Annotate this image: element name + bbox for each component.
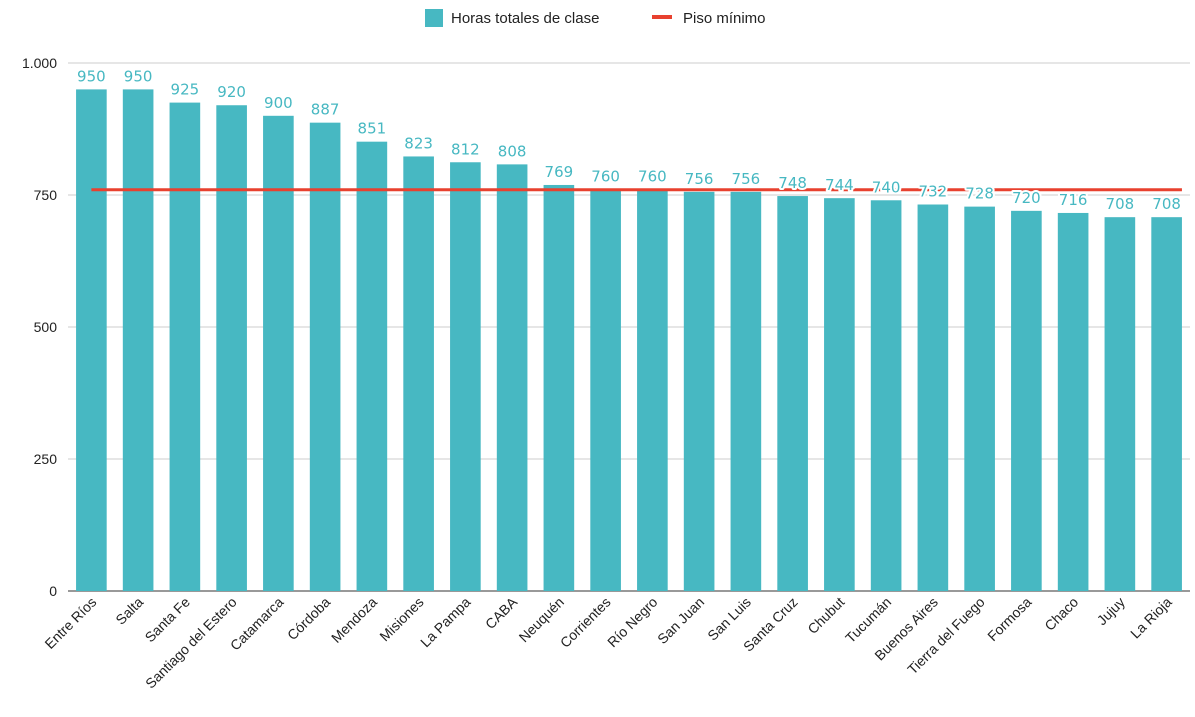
bar — [683, 191, 715, 591]
legend-swatch-line — [652, 15, 672, 19]
legend-swatch-bars — [425, 9, 443, 27]
x-tick-label: Salta — [112, 594, 146, 628]
bar — [824, 198, 855, 591]
value-label: 756 — [685, 170, 714, 188]
x-tick-label: La Pampa — [417, 594, 474, 651]
bar — [543, 184, 575, 591]
value-label: 756 — [732, 170, 761, 188]
value-label: 769 — [545, 163, 574, 181]
legend: Horas totales de clase Piso mínimo — [425, 9, 766, 27]
x-tick-label: Jujuy — [1094, 594, 1128, 628]
bar — [496, 164, 528, 591]
bar — [76, 89, 107, 592]
x-tick-label: Chubut — [804, 594, 847, 637]
y-tick-label: 750 — [34, 187, 58, 203]
bar — [169, 102, 201, 591]
y-tick-label: 250 — [34, 451, 58, 467]
value-label: 950 — [77, 67, 106, 85]
value-label: 812 — [451, 140, 480, 158]
value-label: 950 — [124, 67, 153, 85]
bar — [590, 189, 621, 591]
bar — [450, 162, 481, 592]
x-tick-label: La Rioja — [1127, 594, 1175, 642]
value-label: 760 — [638, 168, 667, 186]
x-tick-label: San Juan — [654, 594, 707, 647]
bar — [870, 200, 902, 591]
bar — [1011, 210, 1042, 591]
value-label: 851 — [358, 120, 387, 138]
x-tick-label: Corrientes — [557, 594, 614, 651]
bar — [917, 204, 949, 591]
bars — [76, 89, 1182, 592]
value-label: 823 — [404, 134, 433, 152]
y-axis-labels: 0 250 500 750 1.000 — [22, 55, 57, 599]
value-label: 708 — [1152, 195, 1181, 213]
value-labels: 950 950 925 920 900 887 851 823 812 808 769 760 760 7… — [75, 65, 1183, 215]
bar — [309, 122, 341, 591]
legend-label-line: Piso mínimo — [683, 10, 766, 27]
value-label: 740 — [872, 178, 901, 196]
bar — [403, 156, 434, 591]
y-tick-label: 1.000 — [22, 55, 57, 71]
x-tick-label: Chaco — [1041, 594, 1081, 634]
value-label: 720 — [1012, 189, 1041, 207]
bar — [637, 189, 668, 591]
value-label: 760 — [591, 168, 620, 186]
bar — [777, 196, 808, 591]
x-tick-label: Mendoza — [328, 594, 380, 646]
value-label: 744 — [825, 176, 854, 194]
bar — [263, 115, 294, 592]
value-label: 708 — [1106, 195, 1135, 213]
bar — [1104, 217, 1136, 591]
gridlines — [68, 62, 1190, 592]
value-label: 748 — [778, 174, 807, 192]
value-label: 732 — [919, 183, 948, 201]
bar — [1151, 217, 1182, 591]
x-tick-label: Entre Ríos — [41, 594, 99, 652]
x-tick-label: Santiago del Estero — [142, 594, 240, 692]
x-tick-label: Río Negro — [604, 594, 661, 651]
bar — [216, 105, 247, 592]
value-label: 925 — [171, 81, 200, 99]
value-label: 920 — [217, 83, 246, 101]
bar — [122, 89, 154, 592]
x-tick-label: Córdoba — [284, 594, 333, 643]
bar — [356, 141, 388, 591]
value-label: 728 — [965, 185, 994, 203]
value-label: 716 — [1059, 191, 1088, 209]
bar — [730, 191, 762, 591]
value-label: 887 — [311, 101, 340, 119]
bar — [1057, 212, 1089, 591]
y-tick-label: 0 — [49, 583, 57, 599]
x-tick-label: CABA — [482, 593, 521, 632]
value-label: 900 — [264, 94, 293, 112]
value-label: 808 — [498, 142, 527, 160]
legend-label-bars: Horas totales de clase — [451, 10, 599, 27]
x-tick-label: Formosa — [984, 594, 1035, 645]
bar — [964, 206, 995, 591]
y-tick-label: 500 — [34, 319, 58, 335]
